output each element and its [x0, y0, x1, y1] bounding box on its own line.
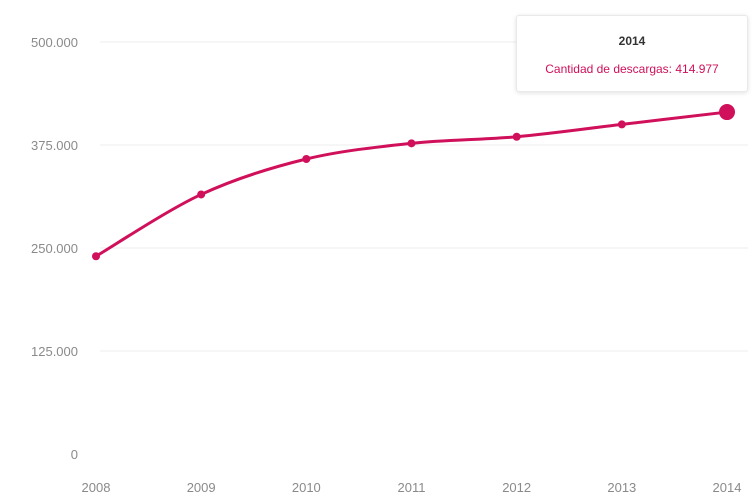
- tooltip: 2014 Cantidad de descargas: 414.977: [516, 15, 748, 92]
- x-tick-label: 2013: [607, 480, 636, 493]
- x-tick-label: 2009: [187, 480, 216, 493]
- tooltip-title: 2014: [618, 34, 646, 48]
- data-point[interactable]: [512, 132, 521, 141]
- data-point[interactable]: [302, 155, 311, 164]
- y-tick-label: 375.000: [31, 138, 78, 153]
- y-tick-label: 0: [71, 447, 78, 462]
- data-point[interactable]: [92, 252, 100, 261]
- y-tick-label: 250.000: [31, 241, 78, 256]
- x-tick-label: 2010: [292, 480, 321, 493]
- x-tick-label: 2011: [398, 480, 426, 493]
- series-line: [95, 110, 728, 258]
- data-points: [92, 104, 735, 261]
- data-point[interactable]: [197, 190, 206, 199]
- tooltip-series-value: Cantidad de descargas: 414.977: [545, 62, 719, 76]
- y-axis-ticks: 0 125.000 250.000 375.000 500.000: [31, 35, 78, 462]
- x-tick-label: 2014: [713, 480, 742, 493]
- y-tick-label: 125.000: [31, 344, 78, 359]
- x-tick-label: 2008: [82, 480, 111, 493]
- x-tick-label: 2012: [502, 480, 531, 493]
- data-point[interactable]: [407, 139, 416, 148]
- y-tick-label: 500.000: [31, 35, 78, 50]
- x-axis-ticks: 2008 2009 2010 2011 2012 2013 2014: [82, 480, 742, 493]
- data-point-highlighted[interactable]: [719, 104, 735, 121]
- data-point[interactable]: [617, 120, 626, 129]
